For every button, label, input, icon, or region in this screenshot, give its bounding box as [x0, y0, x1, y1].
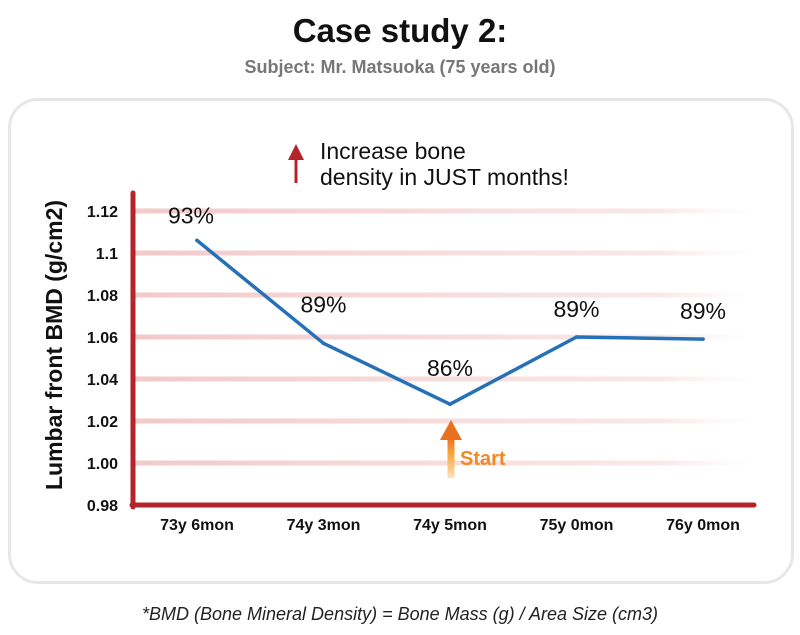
- data-label: 93%: [168, 202, 214, 228]
- y-tick-label: 1.04: [87, 372, 118, 389]
- gridline: [135, 250, 752, 256]
- gridline: [135, 418, 752, 424]
- gridline: [135, 376, 752, 382]
- data-point: [701, 337, 705, 341]
- x-tick-label: 74y 5mon: [413, 517, 487, 534]
- increase-arrow-icon: [288, 144, 304, 183]
- data-label: 89%: [680, 298, 726, 324]
- y-tick-label: 1.08: [87, 288, 118, 305]
- start-arrow-shaft: [447, 437, 455, 478]
- data-point: [321, 341, 326, 346]
- y-tick-label: 1.12: [87, 204, 118, 221]
- y-axis-label: Lumbar front BMD (g/cm2): [41, 200, 67, 490]
- headline-line-1: Increase bone: [320, 138, 466, 164]
- y-tick-label: 1.00: [87, 456, 118, 473]
- data-point: [195, 238, 199, 243]
- y-tick-label: 1.02: [87, 414, 118, 431]
- gridline: [135, 292, 752, 298]
- data-label: 89%: [300, 291, 346, 317]
- y-tick-label: 0.98: [87, 498, 118, 515]
- data-point: [574, 335, 579, 339]
- chart-subtitle: Subject: Mr. Matsuoka (75 years old): [244, 57, 556, 77]
- y-tick-label: 1.06: [87, 330, 118, 347]
- x-tick-label: 76y 0mon: [666, 517, 740, 534]
- headline: Increase bone density in JUST months!: [320, 138, 569, 190]
- data-point: [448, 402, 452, 407]
- x-tick-label: 73y 6mon: [160, 517, 234, 534]
- data-label: 89%: [553, 296, 599, 322]
- start-label: Start: [460, 448, 506, 470]
- headline-line-2: density in JUST months!: [320, 164, 569, 190]
- y-tick-label: 1.1: [96, 246, 118, 263]
- footnote: *BMD (Bone Mineral Density) = Bone Mass …: [142, 604, 658, 624]
- gridline: [135, 208, 752, 214]
- x-tick-label: 74y 3mon: [287, 517, 361, 534]
- x-tick-label: 75y 0mon: [540, 517, 614, 534]
- gridline: [135, 334, 752, 340]
- chart-title: Case study 2:: [292, 12, 508, 49]
- gridline: [135, 460, 752, 466]
- start-arrow-icon: [440, 420, 462, 440]
- data-label: 86%: [427, 355, 473, 381]
